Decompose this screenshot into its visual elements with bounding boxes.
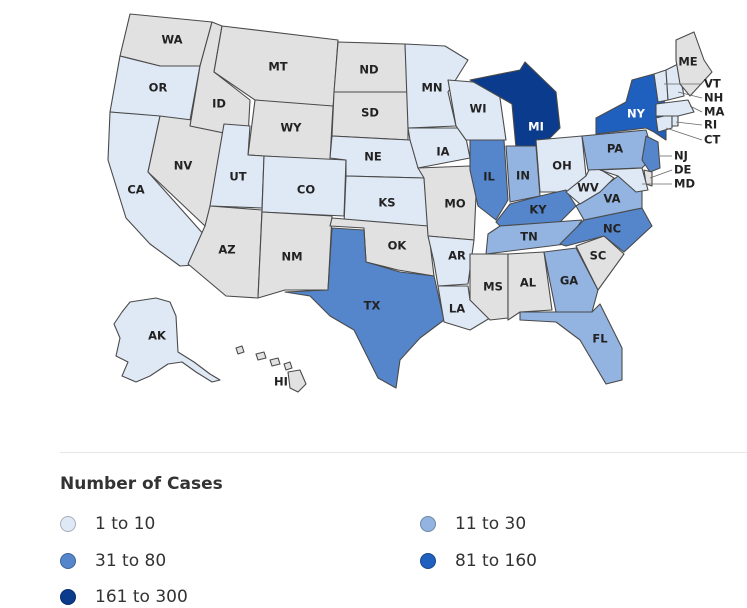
state-label-hi: HI	[274, 375, 288, 389]
state-label-la: LA	[449, 302, 465, 316]
state-label-mo: MO	[444, 197, 465, 211]
state-ga[interactable]	[543, 247, 599, 313]
state-label-or: OR	[149, 81, 168, 95]
us-choropleth-map: WA OR CA NV ID MT WY UT AZ CO NM ND SD NE KS OK TX MN IA MO…	[107, 13, 724, 393]
legend-label: 161 to 300	[95, 587, 188, 607]
state-label-id: ID	[212, 97, 226, 111]
state-nj[interactable]	[641, 135, 661, 173]
state-label-az: AZ	[218, 243, 235, 257]
state-label-wy: WY	[280, 121, 302, 135]
state-wv[interactable]	[565, 163, 615, 205]
state-ar[interactable]	[427, 235, 475, 287]
legend-label: 31 to 80	[95, 551, 167, 571]
state-label-in: IN	[516, 169, 530, 183]
state-ia[interactable]	[407, 127, 471, 169]
state-label-ok: OK	[388, 239, 408, 253]
state-label-co: CO	[297, 183, 315, 197]
state-label-nd: ND	[359, 63, 378, 77]
state-label-nc: NC	[603, 222, 621, 236]
state-label-nv: NV	[174, 159, 193, 173]
state-label-wi: WI	[470, 102, 487, 116]
state-label-ri: RI	[704, 118, 717, 132]
state-label-al: AL	[520, 276, 537, 290]
state-label-sd: SD	[361, 106, 379, 120]
state-label-ga: GA	[560, 274, 578, 288]
legend-item-1-to-10: 1 to 10	[60, 514, 155, 534]
state-label-me: ME	[678, 55, 697, 69]
state-label-ma: MA	[704, 105, 724, 119]
state-label-ca: CA	[127, 183, 144, 197]
state-sc[interactable]	[575, 235, 625, 291]
state-label-vt: VT	[704, 77, 721, 91]
state-tx[interactable]	[284, 227, 445, 389]
state-il[interactable]	[469, 139, 509, 221]
state-label-ne: NE	[364, 150, 382, 164]
state-label-mn: MN	[421, 81, 442, 95]
state-label-wv: WV	[577, 181, 599, 195]
state-label-oh: OH	[552, 159, 571, 173]
state-label-ak: AK	[148, 329, 167, 343]
state-nm[interactable]	[257, 211, 333, 299]
state-label-mt: MT	[268, 60, 287, 74]
state-label-nj: NJ	[674, 149, 688, 163]
legend-swatch	[60, 516, 76, 532]
state-label-tn: TN	[520, 230, 537, 244]
state-label-nh: NH	[704, 91, 723, 105]
state-label-ms: MS	[483, 280, 503, 294]
legend-item-31-to-80: 31 to 80	[60, 551, 166, 571]
legend-divider	[60, 452, 747, 453]
state-label-ny: NY	[627, 107, 646, 121]
state-label-fl: FL	[592, 332, 608, 346]
state-label-sc: SC	[590, 249, 607, 263]
state-label-il: IL	[483, 170, 495, 184]
state-ms[interactable]	[469, 253, 509, 321]
northeast-leader-lines	[642, 83, 703, 185]
state-label-md: MD	[674, 177, 695, 191]
state-label-va: VA	[603, 192, 620, 206]
state-label-ct: CT	[704, 133, 720, 147]
state-al[interactable]	[507, 251, 553, 321]
state-md[interactable]	[599, 167, 649, 193]
state-label-de: DE	[674, 163, 692, 177]
legend-item-81-to-160: 81 to 160	[420, 551, 537, 571]
state-label-ia: IA	[436, 145, 449, 159]
state-label-ky: KY	[529, 203, 547, 217]
legend-swatch	[60, 553, 76, 569]
state-label-ar: AR	[448, 249, 466, 263]
legend-swatch	[420, 516, 436, 532]
legend-item-161-to-300: 161 to 300	[60, 587, 188, 607]
state-labels: WA OR CA NV ID MT WY UT AZ CO NM ND SD NE KS OK TX MN IA MO…	[127, 33, 724, 389]
state-fl[interactable]	[519, 303, 623, 385]
state-hi[interactable]	[235, 345, 307, 393]
state-label-pa: PA	[607, 142, 623, 156]
state-label-nm: NM	[281, 250, 302, 264]
state-ak[interactable]	[113, 297, 221, 383]
state-mi[interactable]	[469, 61, 561, 149]
legend-item-11-to-30: 11 to 30	[420, 514, 526, 534]
state-label-ut: UT	[229, 170, 246, 184]
legend-title: Number of Cases	[60, 474, 223, 494]
state-label-tx: TX	[364, 299, 381, 313]
legend-swatch	[60, 589, 76, 605]
legend-swatch	[420, 553, 436, 569]
legend-label: 81 to 160	[455, 551, 537, 571]
state-label-mi: MI	[528, 120, 544, 134]
legend-label: 11 to 30	[455, 514, 527, 534]
state-ma[interactable]	[655, 99, 695, 117]
legend-label: 1 to 10	[95, 514, 156, 534]
state-label-wa: WA	[161, 33, 182, 47]
state-label-ks: KS	[378, 196, 395, 210]
state-ri[interactable]	[671, 115, 679, 127]
